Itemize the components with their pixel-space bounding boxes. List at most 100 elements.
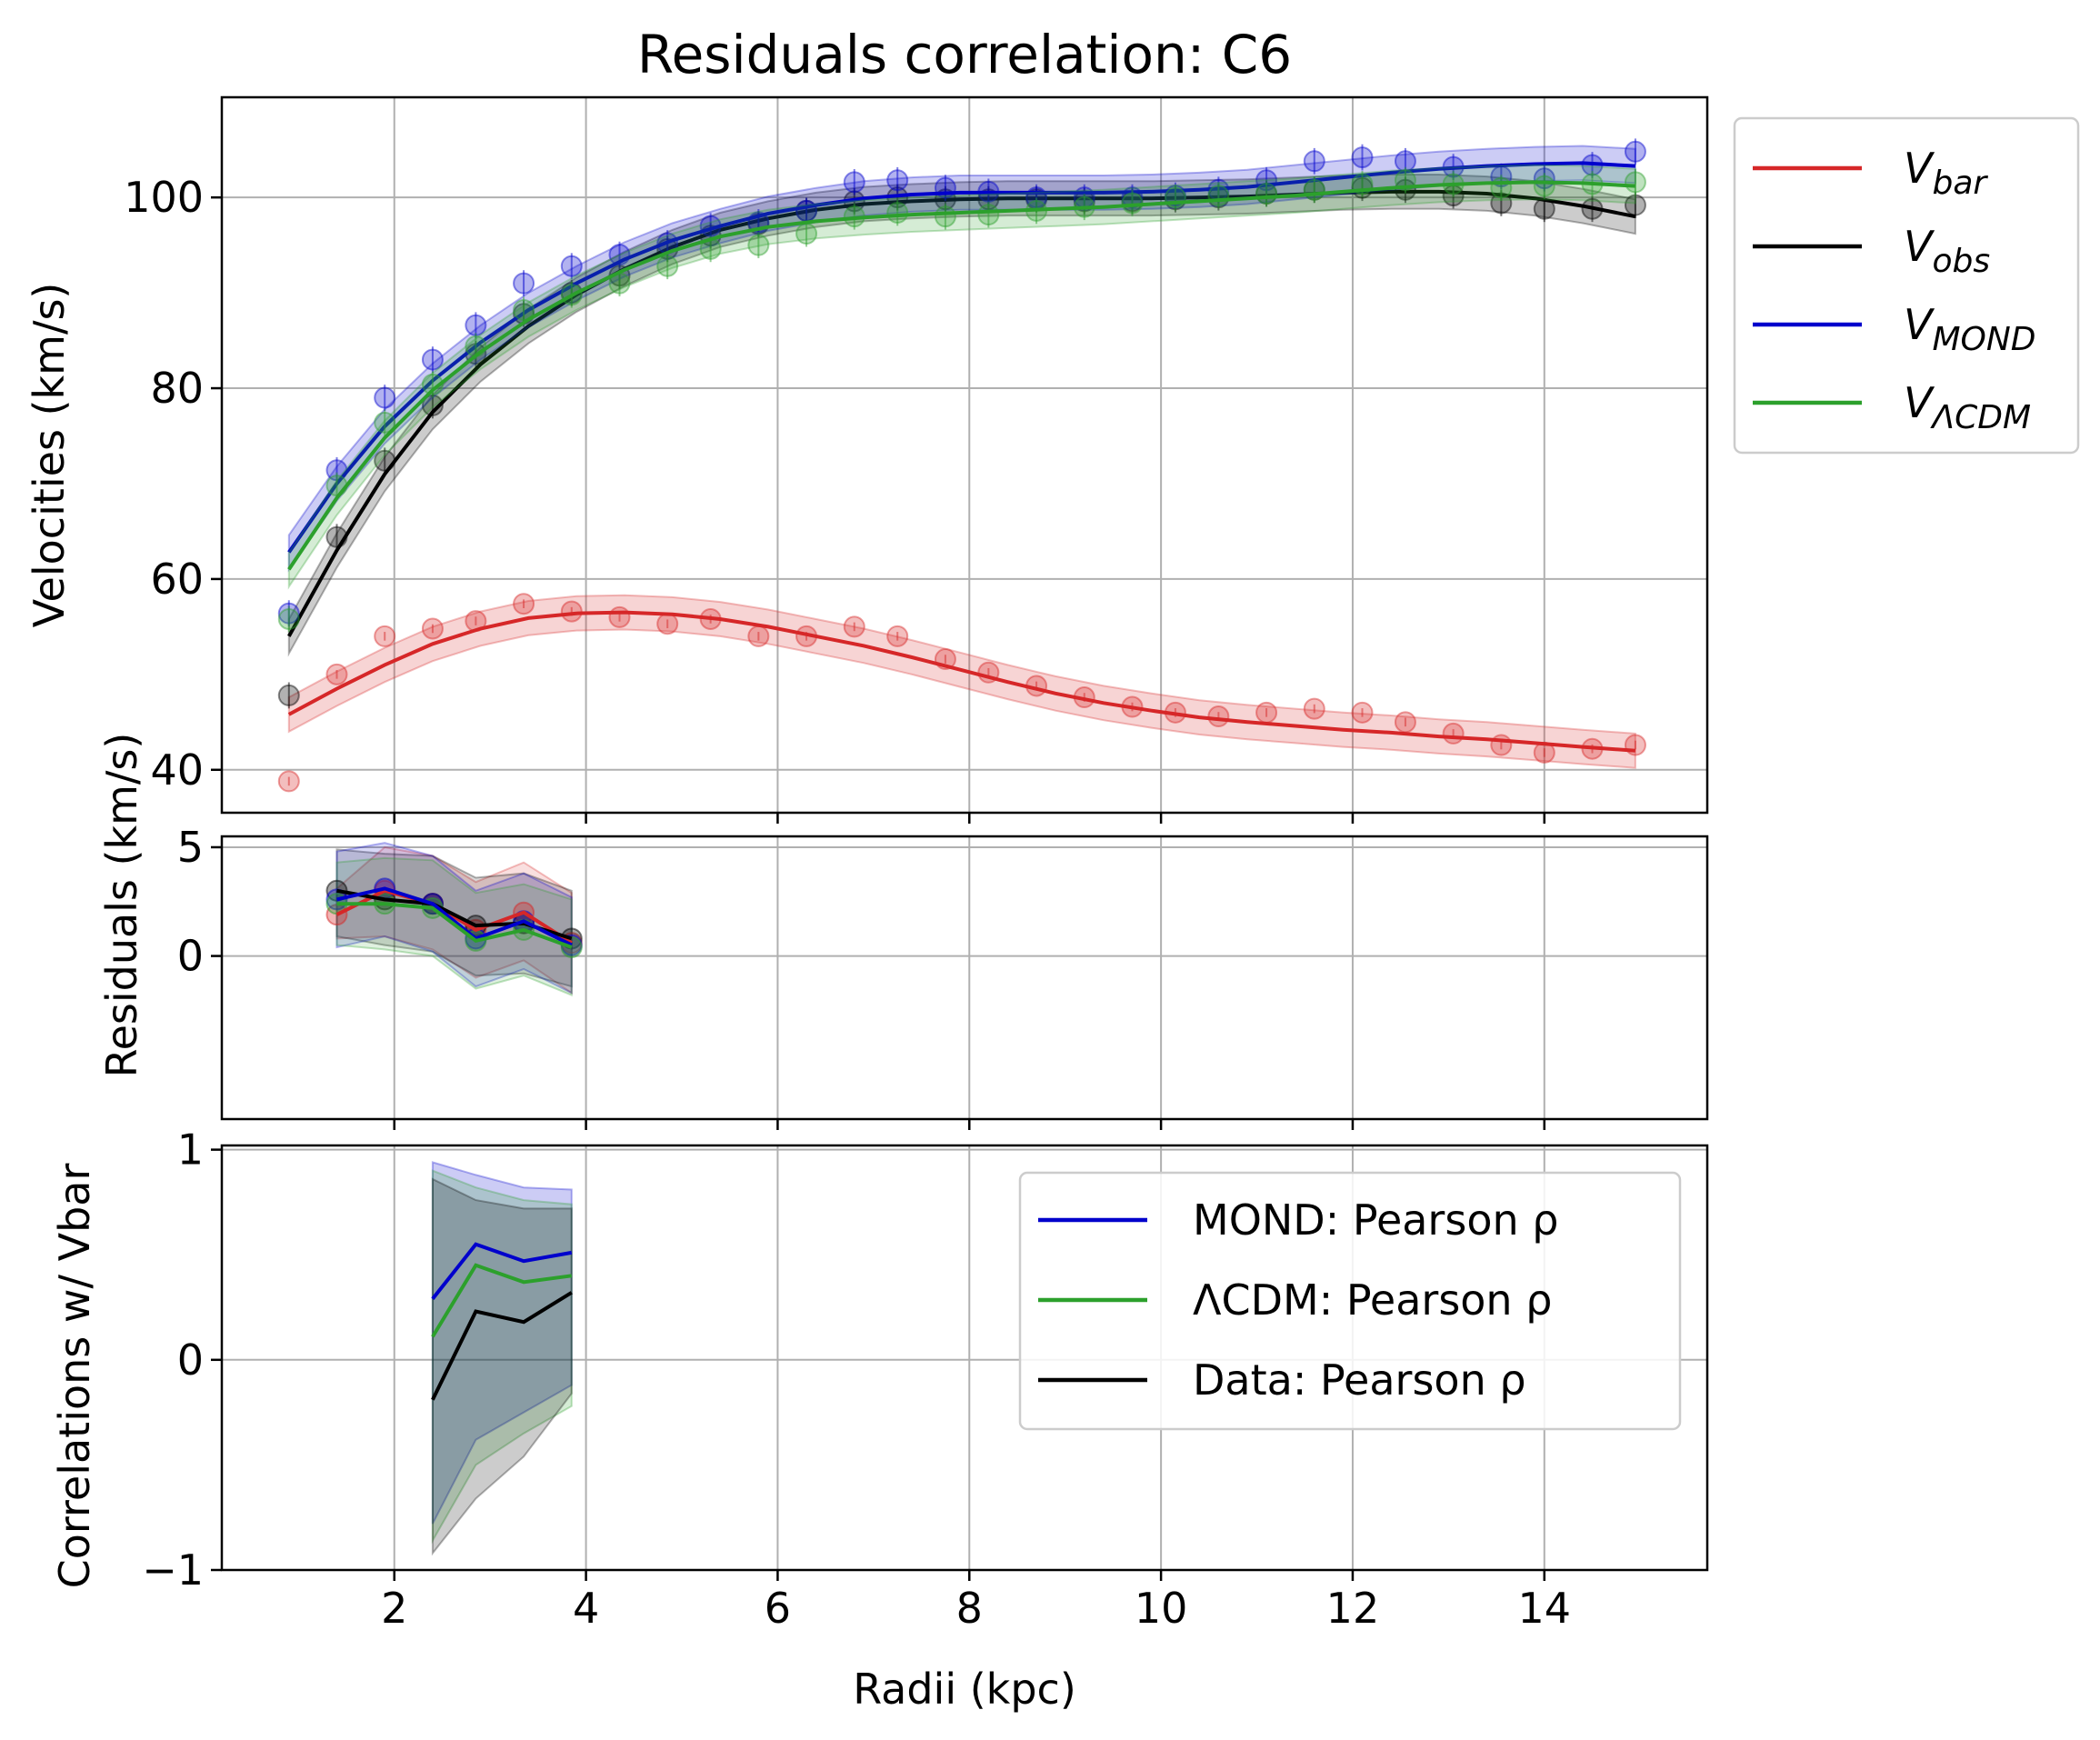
legend: MOND: Pearson ρ ΛCDM: Pearson ρ Data: Pear… <box>1018 1171 1682 1431</box>
data-point <box>1351 146 1374 169</box>
x-tick-label: 14 <box>1518 1584 1572 1633</box>
x-tick-label: 10 <box>1135 1584 1188 1633</box>
data-point <box>421 348 444 371</box>
y-axis-label: Velocities (km/s) <box>25 283 74 628</box>
confidence-band <box>287 594 1636 769</box>
data-point <box>934 205 956 228</box>
x-axis-label: Radii (kpc) <box>853 1665 1076 1714</box>
velocities-panel: 40 60 80 100 Residuals correlation: C6 Veloci… <box>25 24 2080 824</box>
plot-frame <box>220 95 1709 815</box>
series-line <box>287 189 1636 637</box>
data-point <box>277 684 300 706</box>
data-point <box>843 615 865 638</box>
data-point <box>747 234 770 256</box>
data-point <box>747 625 770 647</box>
chart-title: Residuals correlation: C6 <box>637 24 1292 85</box>
data-point <box>1207 185 1230 207</box>
residual-line <box>336 886 573 947</box>
y-tick-label: 60 <box>150 555 204 604</box>
correlation-line <box>431 1291 573 1401</box>
data-point <box>1255 701 1278 724</box>
y-tick-label: 5 <box>177 823 204 872</box>
data-point <box>1624 140 1646 163</box>
legend-label: Vobs <box>1904 222 1990 280</box>
residuals-panel: 0 5 Residuals (km/s) <box>97 733 1709 1130</box>
legend-label: VΛCDM <box>1904 378 2031 436</box>
data-point <box>1303 150 1325 173</box>
x-tick-label: 8 <box>956 1584 983 1633</box>
data-point <box>560 255 583 277</box>
y-tick-label: 40 <box>150 745 204 795</box>
data-point <box>1207 705 1230 728</box>
correlation-line <box>431 1242 573 1301</box>
residual-line <box>335 888 573 945</box>
y-tick-label: 100 <box>124 173 204 222</box>
plot-frame <box>220 835 1709 1121</box>
y-axis-label: Residuals (km/s) <box>97 733 146 1078</box>
residual-line <box>336 902 573 949</box>
data-point <box>1533 175 1555 197</box>
data-point <box>374 411 396 434</box>
y-tick-label: −1 <box>142 1545 204 1595</box>
legend-label: Vbar <box>1904 144 1988 202</box>
confidence-band <box>287 164 1636 590</box>
confidence-band <box>287 174 1636 657</box>
data-point <box>513 593 535 615</box>
data-point <box>843 171 865 194</box>
x-tick-label: 12 <box>1326 1584 1380 1633</box>
data-point <box>886 169 909 192</box>
series-v-bar <box>277 593 1646 793</box>
data-point <box>1442 722 1465 745</box>
series-line <box>287 610 1636 753</box>
data-point <box>374 625 396 647</box>
data-point <box>1624 171 1646 194</box>
legend-label: ΛCDM: Pearson ρ <box>1193 1275 1552 1325</box>
data-point <box>374 386 396 409</box>
data-point <box>608 605 631 628</box>
legend-label: Data: Pearson ρ <box>1193 1355 1526 1405</box>
data-point <box>886 625 909 647</box>
data-point <box>656 255 679 277</box>
data-point <box>513 272 535 295</box>
data-point <box>277 607 300 630</box>
x-tick-label: 6 <box>765 1584 791 1633</box>
data-point <box>277 770 300 793</box>
legend-label: MOND: Pearson ρ <box>1193 1195 1558 1245</box>
legend: Vbar Vobs VMOND VΛCDM <box>1733 116 2080 455</box>
correlation-band <box>431 1177 573 1556</box>
x-tick-label: 4 <box>573 1584 599 1633</box>
data-point <box>325 475 348 497</box>
series-v-cdm <box>277 164 1646 633</box>
correlation-line <box>431 1263 573 1338</box>
y-axis-label: Correlations w/ Vbar <box>50 1164 99 1589</box>
data-point <box>465 335 487 357</box>
data-point <box>656 613 679 635</box>
y-tick-label: 1 <box>177 1125 204 1175</box>
legend-label: VMOND <box>1904 300 2036 358</box>
data-point <box>560 600 583 623</box>
data-point <box>1255 182 1278 205</box>
plot-frame <box>220 1144 1709 1572</box>
data-point <box>1394 711 1416 734</box>
data-point <box>886 201 909 224</box>
legend-frame <box>1018 1171 1682 1431</box>
data-point <box>1303 697 1325 720</box>
y-tick-label: 0 <box>177 932 204 981</box>
data-point <box>1490 734 1513 756</box>
x-tick-label: 2 <box>381 1584 407 1633</box>
data-point <box>1303 178 1325 201</box>
series-line <box>287 161 1636 554</box>
correlation-band <box>431 1169 573 1545</box>
data-point <box>1351 701 1374 724</box>
series-line <box>287 180 1636 571</box>
legend-frame <box>1733 116 2080 455</box>
data-point <box>977 204 1000 226</box>
data-point <box>513 299 535 322</box>
data-point <box>325 663 348 685</box>
y-tick-label: 80 <box>150 364 204 413</box>
data-point <box>795 223 818 245</box>
data-point <box>421 617 444 640</box>
y-tick-label: 0 <box>177 1335 204 1385</box>
